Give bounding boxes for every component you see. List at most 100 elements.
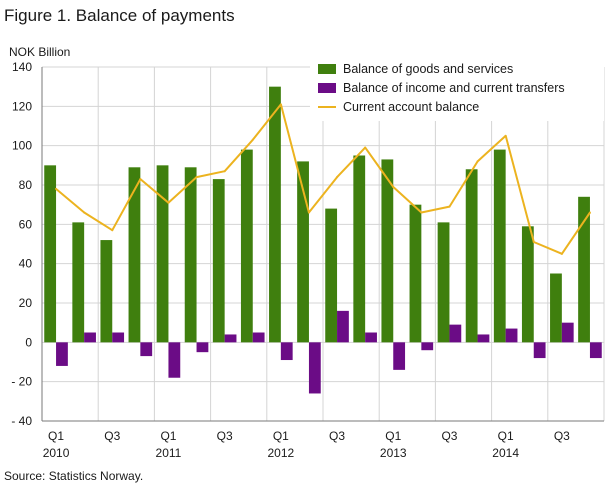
current-account-point — [195, 176, 198, 179]
bar-income-and-transfers — [84, 332, 96, 343]
bar-goods-and-services — [465, 169, 478, 343]
bar-income-and-transfers — [252, 332, 265, 343]
x-tick-year-label: 2012 — [267, 446, 294, 460]
bar-income-and-transfers — [308, 342, 321, 394]
bar-goods-and-services — [325, 208, 338, 343]
bar-goods-and-services — [72, 222, 85, 343]
bar-income-and-transfers — [421, 342, 434, 351]
current-account-point — [111, 229, 114, 232]
x-tick-label: Q1 — [160, 429, 176, 443]
bar-goods-and-services — [156, 165, 169, 343]
bar-goods-and-services — [550, 273, 562, 343]
current-account-point — [139, 178, 142, 181]
bar-goods-and-services — [521, 226, 534, 343]
bar-income-and-transfers — [140, 342, 153, 357]
y-tick-label: 140 — [12, 60, 32, 74]
bar-income-and-transfers — [589, 342, 602, 359]
legend-label-current: Current account balance — [343, 100, 479, 114]
current-account-point — [279, 103, 282, 106]
line-series — [55, 103, 591, 255]
current-account-point — [448, 205, 451, 208]
current-account-point — [392, 185, 395, 188]
bar-income-and-transfers — [56, 342, 68, 366]
x-tick-year-label: 2010 — [43, 446, 70, 460]
legend-background — [310, 56, 604, 121]
x-tick-label: Q3 — [329, 429, 345, 443]
x-tick-label: Q1 — [385, 429, 401, 443]
current-account-point — [476, 160, 479, 163]
bar-income-and-transfers — [449, 324, 462, 343]
bar-income-and-transfers — [393, 342, 406, 370]
bar-income-and-transfers — [168, 342, 181, 378]
current-account-point — [532, 241, 535, 244]
bar-goods-and-services — [240, 149, 253, 343]
bar-goods-and-services — [44, 165, 57, 343]
bar-goods-and-services — [297, 161, 309, 343]
current-account-point — [336, 176, 339, 179]
current-account-point — [83, 211, 86, 214]
current-account-point — [504, 134, 507, 137]
x-tick-label: Q1 — [273, 429, 289, 443]
current-account-point — [55, 187, 58, 190]
x-tick-year-label: 2014 — [492, 446, 519, 460]
bar-income-and-transfers — [533, 342, 546, 359]
bar-goods-and-services — [184, 167, 197, 343]
bar-series — [44, 86, 602, 394]
y-tick-label: 0 — [25, 335, 32, 349]
legend-item-goods: Balance of goods and services — [318, 62, 513, 76]
bar-goods-and-services — [353, 155, 366, 343]
current-account-point — [588, 211, 591, 214]
current-account-point — [420, 211, 423, 214]
x-tick-label: Q1 — [48, 429, 64, 443]
y-tick-label: 80 — [19, 178, 33, 192]
x-tick-label: Q3 — [441, 429, 457, 443]
bar-goods-and-services — [128, 167, 141, 343]
bar-income-and-transfers — [477, 334, 490, 343]
legend-label-goods: Balance of goods and services — [343, 62, 513, 76]
legend-item-income: Balance of income and current transfers — [318, 81, 565, 95]
x-tick-label: Q3 — [104, 429, 120, 443]
y-tick-label: 20 — [19, 296, 33, 310]
y-tick-label: - 20 — [11, 375, 32, 389]
legend: Balance of goods and services Balance of… — [310, 56, 604, 121]
y-tick-label: 100 — [12, 139, 32, 153]
bar-goods-and-services — [493, 149, 506, 343]
bar-income-and-transfers — [505, 328, 518, 343]
x-tick-label: Q3 — [554, 429, 570, 443]
bar-goods-and-services — [578, 196, 590, 343]
current-account-point — [223, 170, 226, 173]
x-tick-year-label: 2013 — [380, 446, 407, 460]
legend-label-income: Balance of income and current transfers — [343, 81, 565, 95]
bar-income-and-transfers — [337, 310, 349, 343]
current-account-point — [307, 211, 310, 214]
axes: 140 120 100 80 60 40 20 0 - 20 - 40 Q1 2010 Q3 Q1 2011… — [11, 60, 604, 460]
x-tick-year-label: 2011 — [156, 446, 182, 460]
current-account-line — [55, 103, 591, 255]
bar-goods-and-services — [381, 159, 394, 343]
bar-goods-and-services — [409, 204, 422, 343]
chart-title: Figure 1. Balance of payments — [4, 6, 235, 25]
y-tick-label: 60 — [19, 217, 33, 231]
legend-item-current: Current account balance — [318, 100, 479, 114]
bar-income-and-transfers — [561, 322, 574, 343]
bar-goods-and-services — [269, 86, 281, 343]
legend-swatch-goods — [318, 64, 336, 74]
bar-goods-and-services — [212, 179, 225, 343]
bar-income-and-transfers — [365, 332, 377, 343]
x-tick-label: Q1 — [498, 429, 514, 443]
y-tick-label: 40 — [19, 257, 33, 271]
bar-goods-and-services — [100, 240, 113, 343]
bar-goods-and-services — [437, 222, 450, 343]
legend-swatch-income — [318, 83, 336, 93]
bar-income-and-transfers — [224, 334, 237, 343]
bar-income-and-transfers — [196, 342, 209, 353]
current-account-point — [167, 201, 170, 204]
y-axis-unit-label: NOK Billion — [9, 45, 71, 59]
current-account-point — [364, 146, 367, 149]
current-account-point — [251, 138, 254, 141]
current-account-point — [560, 252, 563, 255]
bar-income-and-transfers — [280, 342, 293, 361]
bar-income-and-transfers — [112, 332, 125, 343]
y-tick-label: - 40 — [11, 414, 32, 428]
